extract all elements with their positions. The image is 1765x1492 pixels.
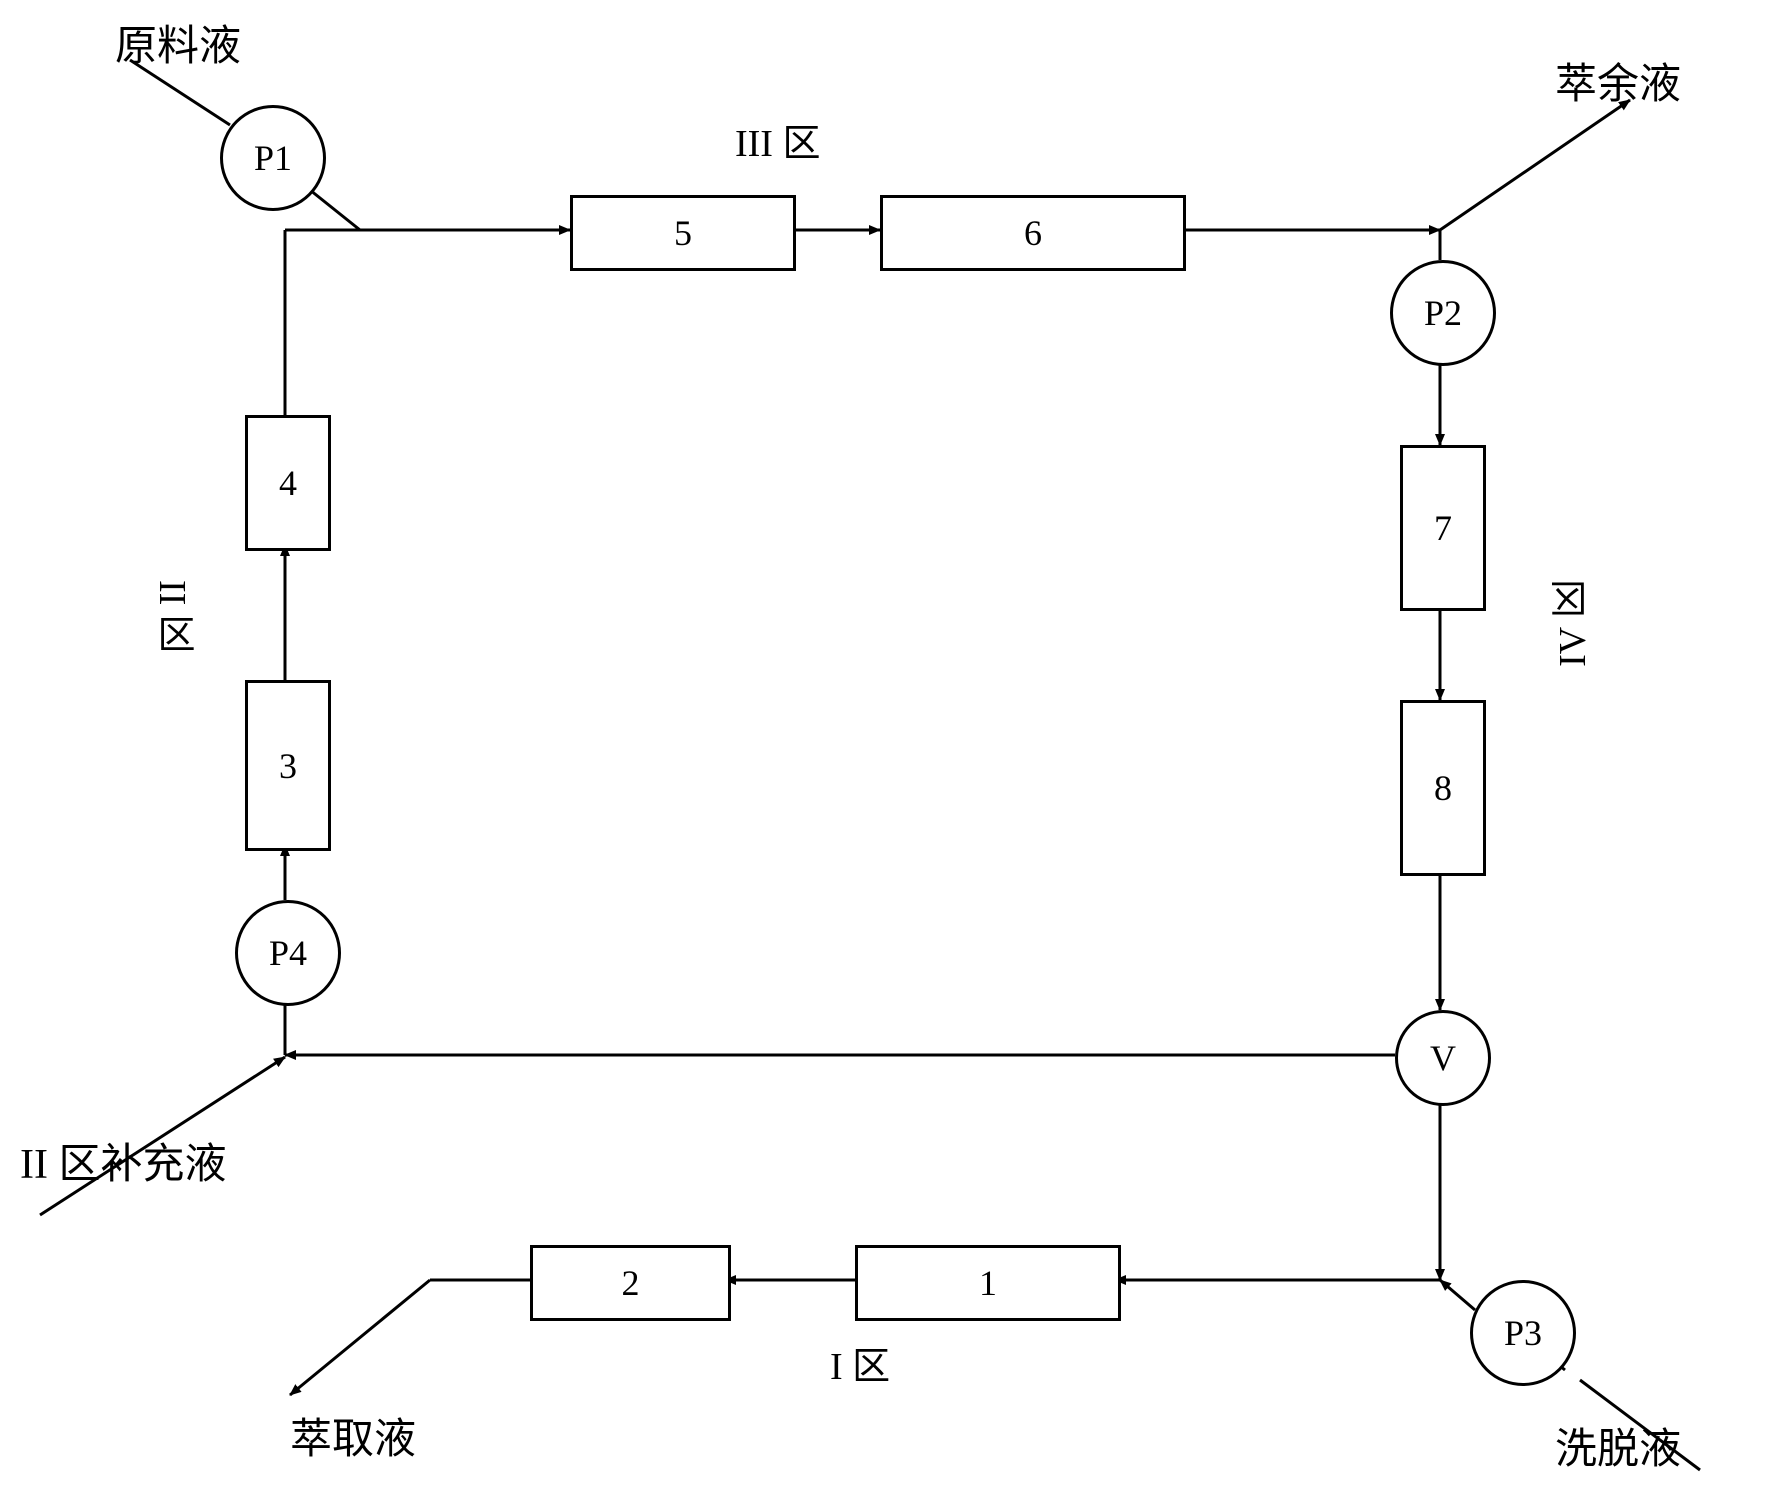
- node-label-b3: 3: [279, 745, 297, 787]
- node-label-b7: 7: [1434, 507, 1452, 549]
- label-zone2_supp: II 区补充液: [20, 1130, 226, 1191]
- label-zone2: II 区: [145, 580, 200, 653]
- node-label-b6: 6: [1024, 212, 1042, 254]
- edge-to-extract: [290, 1280, 430, 1395]
- label-zone1: I 区: [830, 1335, 890, 1390]
- label-eluent: 洗脱液: [1555, 1415, 1681, 1476]
- node-P2: P2: [1390, 260, 1496, 366]
- edge-P3-to-junction: [1440, 1280, 1475, 1310]
- node-b4: 4: [245, 415, 331, 551]
- node-b8: 8: [1400, 700, 1486, 876]
- label-zone3: III 区: [735, 112, 820, 167]
- node-P3: P3: [1470, 1280, 1576, 1386]
- label-feed: 原料液: [115, 12, 241, 73]
- node-label-b1: 1: [979, 1262, 997, 1304]
- node-label-b8: 8: [1434, 767, 1452, 809]
- node-label-b4: 4: [279, 462, 297, 504]
- node-label-b5: 5: [674, 212, 692, 254]
- node-b2: 2: [530, 1245, 731, 1321]
- label-extract: 萃取液: [290, 1405, 416, 1466]
- diagram-canvas: P1 P2 P3 P4 V 1 2 3 4 5 6 7 8 原料液萃余液 III 区 II 区 IV 区 II 区…: [0, 0, 1765, 1492]
- node-label-P2: P2: [1424, 292, 1462, 334]
- node-b3: 3: [245, 680, 331, 851]
- node-label-V: V: [1430, 1037, 1456, 1079]
- node-label-P3: P3: [1504, 1312, 1542, 1354]
- node-b6: 6: [880, 195, 1186, 271]
- node-label-P4: P4: [269, 932, 307, 974]
- edge-TR-to-raffinate: [1440, 100, 1630, 230]
- label-zone4: IV 区: [1545, 580, 1600, 667]
- node-V: V: [1395, 1010, 1491, 1106]
- node-b5: 5: [570, 195, 796, 271]
- node-label-P1: P1: [254, 137, 292, 179]
- node-b1: 1: [855, 1245, 1121, 1321]
- edge-p1-down: [310, 190, 360, 230]
- node-P1: P1: [220, 105, 326, 211]
- node-b7: 7: [1400, 445, 1486, 611]
- label-raffinate: 萃余液: [1555, 50, 1681, 111]
- node-P4: P4: [235, 900, 341, 1006]
- node-label-b2: 2: [622, 1262, 640, 1304]
